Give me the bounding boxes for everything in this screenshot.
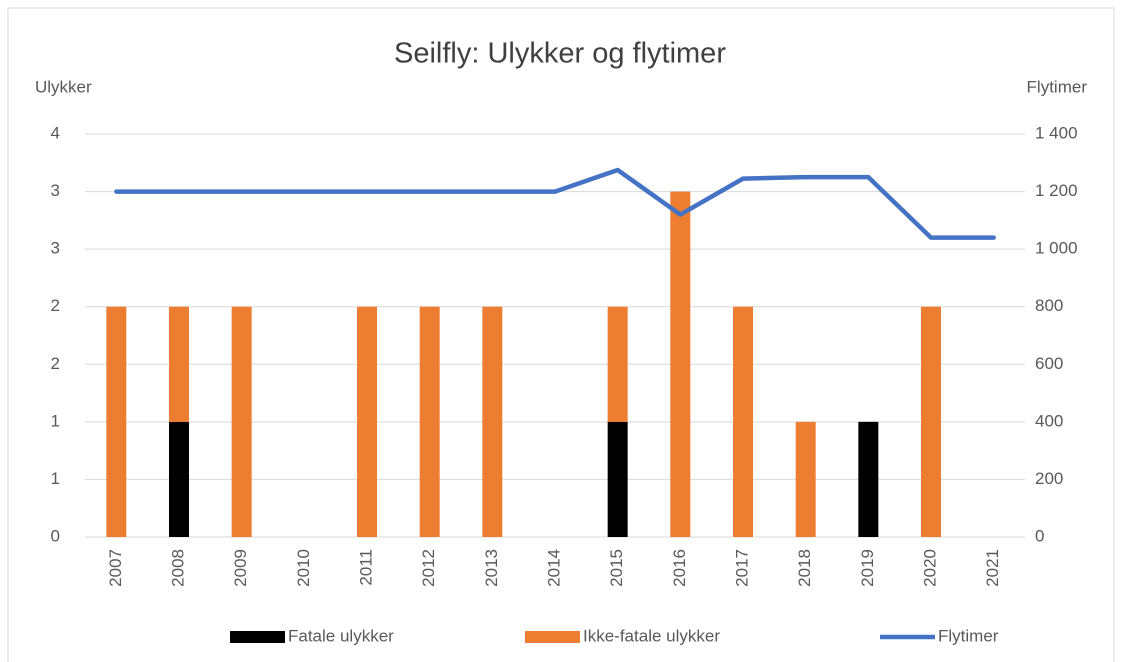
y-tick-label: 2 (51, 296, 60, 315)
legend-label: Ikke-fatale ulykker (583, 626, 720, 645)
legend-swatch (230, 631, 285, 643)
bar (169, 421, 189, 537)
y2-tick-label: 600 (1035, 354, 1063, 373)
y2-tick-label: 800 (1035, 296, 1063, 315)
x-tick-label: 2019 (858, 549, 877, 587)
x-tick-label: 2009 (231, 549, 250, 587)
bar (419, 306, 440, 537)
bar (795, 421, 816, 537)
y-tick-label: 4 (51, 123, 60, 142)
bar (169, 306, 189, 422)
x-tick-label: 2014 (544, 549, 563, 587)
y2-tick-label: 1 400 (1035, 123, 1078, 142)
bar (357, 306, 377, 537)
x-tick-label: 2015 (607, 549, 626, 587)
x-tick-label: 2016 (670, 549, 689, 587)
bar (607, 306, 628, 422)
line (114, 167, 996, 240)
y-tick-label: 1 (51, 469, 60, 488)
bar (106, 306, 127, 537)
y2-tick-label: 1 200 (1035, 181, 1078, 200)
y-axis-label: Ulykker (35, 77, 92, 96)
y2-axis-label: Flytimer (1027, 77, 1088, 96)
legend-label: Fatale ulykker (288, 626, 394, 645)
y-tick-label: 0 (51, 526, 60, 545)
x-tick-label: 2007 (106, 549, 125, 587)
y-tick-label: 3 (51, 239, 60, 258)
bar (231, 306, 252, 537)
x-tick-label: 2021 (983, 549, 1002, 587)
chart-title: Seilfly: Ulykker og flytimer (394, 38, 726, 70)
bar (482, 306, 503, 537)
x-tick-label: 2013 (482, 549, 501, 587)
y-tick-label: 3 (51, 181, 60, 200)
x-tick-label: 2011 (356, 549, 375, 586)
legend-swatch (525, 631, 580, 643)
y2-tick-label: 200 (1035, 469, 1063, 488)
bar (670, 191, 691, 538)
x-tick-label: 2018 (795, 549, 814, 587)
y2-tick-label: 0 (1035, 526, 1044, 545)
bar (607, 421, 628, 537)
y2-tick-label: 400 (1035, 411, 1063, 430)
x-tick-label: 2020 (920, 549, 939, 587)
bar (733, 306, 753, 537)
bar (858, 421, 879, 537)
x-tick-label: 2012 (419, 549, 438, 587)
x-tick-label: 2010 (294, 549, 313, 587)
legend-label: Flytimer (938, 626, 999, 645)
x-tick-label: 2017 (732, 549, 751, 587)
y-tick-label: 1 (51, 411, 60, 430)
y2-tick-label: 1 000 (1035, 239, 1078, 258)
x-tick-label: 2008 (168, 549, 187, 587)
bar (921, 306, 941, 537)
y-tick-label: 2 (51, 354, 60, 373)
